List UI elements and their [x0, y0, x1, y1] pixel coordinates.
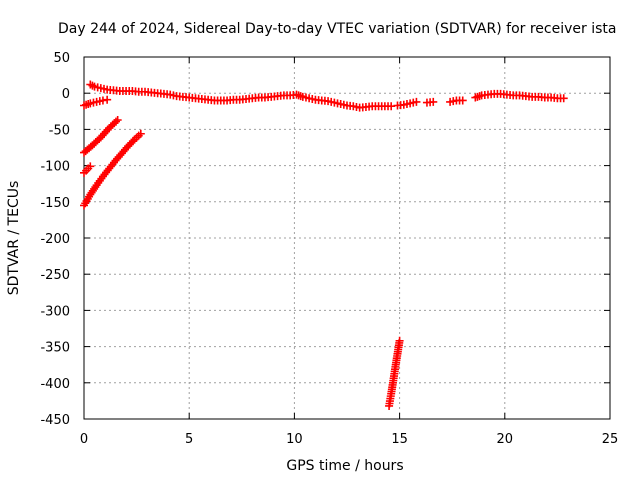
y-tick-label: -400	[40, 377, 70, 392]
plot-frame	[83, 56, 611, 420]
series-8	[80, 129, 145, 210]
y-tick-label: -200	[40, 232, 70, 247]
x-tick-label: 25	[602, 432, 619, 447]
series-7	[80, 162, 95, 177]
y-tick-label: -450	[40, 413, 70, 428]
data-point	[86, 162, 95, 171]
y-tick-label: 0	[62, 87, 70, 102]
series-6	[80, 115, 122, 157]
gridlines	[84, 57, 610, 419]
x-tick-label: 10	[286, 432, 303, 447]
y-tick-label: 50	[53, 51, 70, 66]
y-tick-label: -150	[40, 196, 70, 211]
y-tick-label: -300	[40, 304, 70, 319]
data-point	[559, 94, 568, 103]
chart-title: Day 244 of 2024, Sidereal Day-to-day VTE…	[58, 21, 616, 37]
series-5	[80, 95, 112, 110]
x-tick-label: 5	[185, 432, 193, 447]
series-2	[422, 97, 438, 107]
y-tick-label: -250	[40, 268, 70, 283]
series-3	[446, 96, 467, 106]
y-axis-label: SDTVAR / TECUs	[6, 181, 22, 296]
x-tick-label: 0	[80, 432, 88, 447]
series-9	[385, 336, 404, 410]
y-axis: 50 0 -50 -100 -150 -200 -250 -300 -350 -400 -450	[40, 51, 610, 428]
data-point	[103, 95, 112, 104]
data-point	[412, 97, 421, 106]
data-point	[395, 336, 404, 345]
data-point	[136, 129, 145, 138]
series-4	[471, 89, 568, 103]
data-point	[429, 97, 438, 106]
x-tick-label: 15	[391, 432, 408, 447]
series-0	[86, 80, 396, 112]
y-tick-label: -50	[49, 123, 70, 138]
y-tick-label: -100	[40, 160, 70, 175]
x-tick-label: 20	[497, 432, 514, 447]
data-points	[80, 80, 568, 410]
x-axis: 0 5 10 15 20 25	[80, 57, 618, 447]
y-tick-label: -350	[40, 341, 70, 356]
data-point	[458, 96, 467, 105]
series-1	[393, 97, 421, 110]
x-axis-label: GPS time / hours	[286, 458, 403, 474]
data-point	[113, 115, 122, 124]
